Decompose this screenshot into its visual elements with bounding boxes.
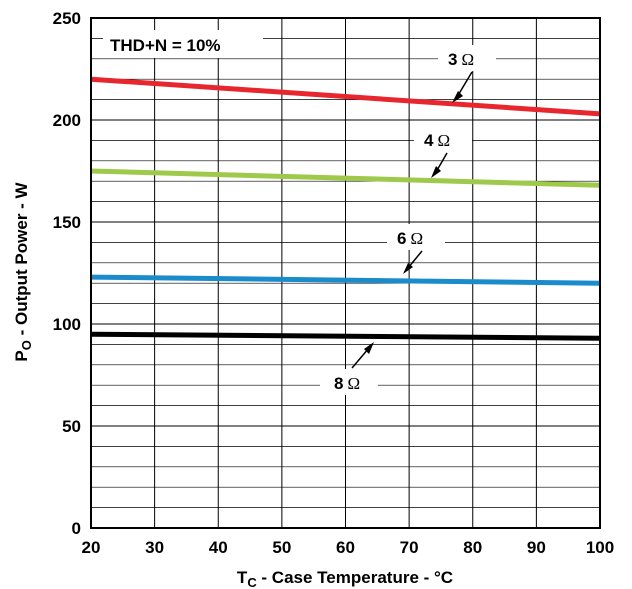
label-6-ohm-bg	[387, 224, 445, 250]
label-8-ohm-leader	[351, 347, 370, 369]
x-axis-title: TC - Case Temperature - °C	[237, 568, 453, 589]
series-line-4-Ω	[90, 168, 601, 188]
major-grid	[91, 18, 600, 528]
x-tick-label: 70	[400, 538, 419, 557]
x-tick-label: 60	[336, 538, 355, 557]
y-axis-title: PO - Output Power - W	[12, 181, 34, 361]
label-3-ohm-arrowhead	[452, 91, 463, 103]
y-tick-label: 250	[53, 9, 81, 28]
y-tick-label: 0	[72, 519, 81, 538]
y-tick-label: 200	[53, 111, 81, 130]
x-tick-label: 40	[209, 538, 228, 557]
series-layer	[90, 76, 601, 341]
x-tick-label: 30	[145, 538, 164, 557]
series-line-8-Ω	[90, 331, 601, 341]
series-line-3-Ω	[90, 76, 601, 117]
x-tick-label: 100	[586, 538, 614, 557]
x-tick-label: 90	[527, 538, 546, 557]
label-8-ohm-arrowhead	[364, 342, 374, 354]
condition-label: THD+N = 10%	[110, 36, 221, 55]
y-tick-label: 50	[62, 417, 81, 436]
label-4-ohm-arrowhead	[431, 166, 441, 178]
label-6-ohm-arrowhead	[403, 263, 413, 274]
x-tick-label: 80	[463, 538, 482, 557]
label-8-ohm-bg	[320, 369, 378, 395]
y-tick-label: 150	[53, 213, 81, 232]
x-tick-label: 20	[82, 538, 101, 557]
x-tick-labels: 20 30 40 50 60 70 80 90 100	[82, 538, 615, 557]
label-4-ohm-bg	[414, 126, 472, 152]
y-tick-labels: 0 50 100 150 200 250	[53, 9, 81, 538]
x-tick-label: 50	[272, 538, 291, 557]
plot-frame	[90, 17, 601, 529]
y-tick-label: 100	[53, 315, 81, 334]
series-line-6-Ω	[90, 274, 601, 286]
condition-label-bg	[103, 30, 263, 58]
label-3-ohm-bg	[438, 45, 496, 71]
